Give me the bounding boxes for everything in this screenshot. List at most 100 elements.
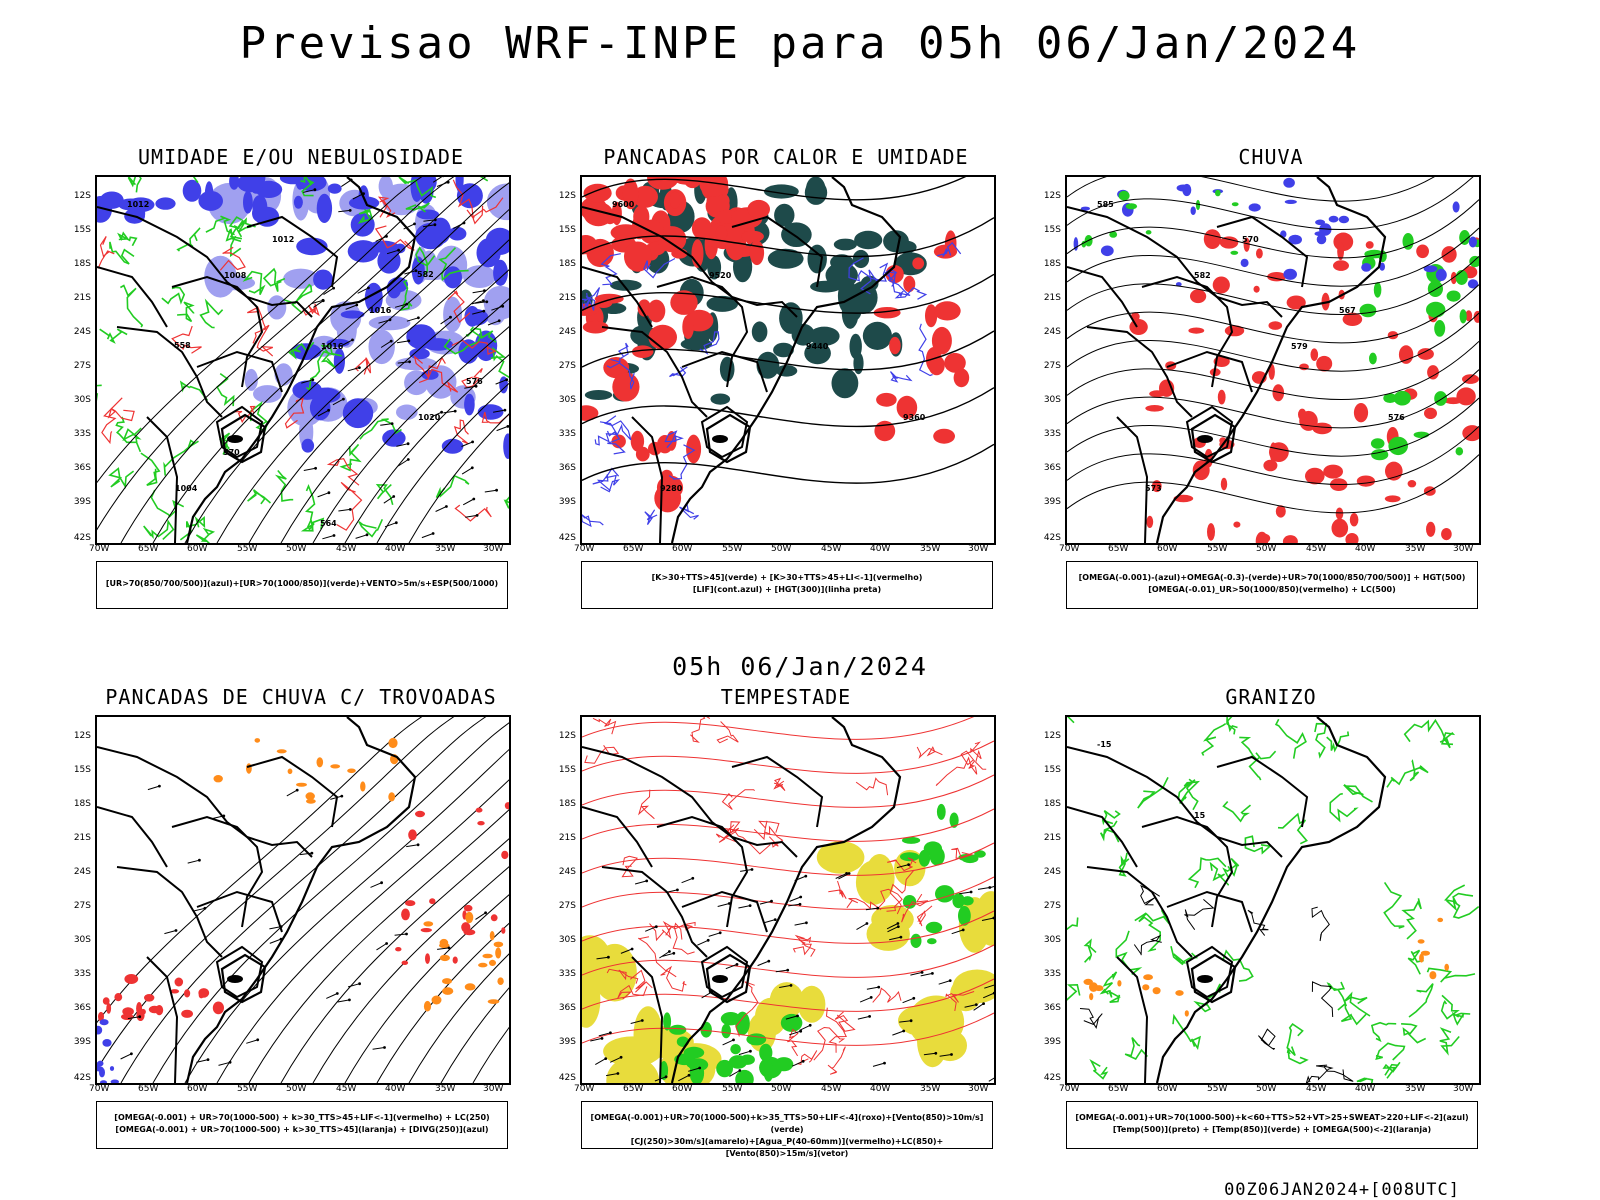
wind-vector (471, 300, 484, 305)
wind-vector-850-head (640, 1019, 644, 1022)
rain-red-area (1255, 531, 1269, 543)
latitude-tick-label: 24S (73, 327, 91, 337)
latitude-tick-label: 36S (1043, 1003, 1061, 1013)
thickness-contour (219, 246, 246, 271)
wind-vector (422, 224, 435, 228)
humidity-mid-blob (493, 259, 508, 286)
wind850-green-area (728, 1055, 748, 1069)
state-border (1166, 890, 1253, 933)
wind-vector-850-head (706, 938, 710, 942)
wind-vector-850 (896, 864, 909, 869)
humidity-low-contour (117, 231, 138, 247)
lif-contour (664, 430, 684, 449)
temp850-contour (1440, 994, 1460, 1020)
longitude-tick-label: 40W (1355, 1084, 1376, 1094)
convection-orange-area (493, 941, 504, 948)
state-border (1141, 815, 1234, 928)
temp850-contour (1383, 881, 1405, 929)
convection-red-area (504, 802, 509, 810)
wind-vector (472, 310, 484, 315)
humidity-850-blob (443, 296, 463, 333)
convection-red-area (212, 1001, 224, 1015)
wind-vector-850 (988, 885, 994, 889)
uruguay-border (220, 953, 267, 1004)
latitude-tick-label: 24S (1043, 327, 1061, 337)
uruguay-border (1190, 953, 1237, 1004)
convection-orange-area (213, 775, 223, 783)
state-border (196, 890, 283, 933)
lc850-contour (582, 944, 994, 978)
wind-vector (303, 467, 316, 471)
coastline (1155, 717, 1387, 1083)
latitude-tick-label: 30S (73, 395, 91, 405)
temp850-contour (1329, 792, 1359, 823)
k-tts-li-red-area (582, 320, 609, 334)
state-border (246, 215, 339, 288)
map-panel: GRANIZO -15 15 12S 15S 18S 21S 24S 27S 30S 33S 36S 3… (1044, 685, 1515, 1175)
temperature-label: 15 (1194, 811, 1206, 820)
k-tts-li-red-area (657, 435, 673, 454)
wind850-green-area (952, 893, 965, 909)
water-vapor-contour (715, 831, 771, 855)
humidity-low-contour (262, 267, 286, 292)
omega-green-area (1426, 301, 1446, 318)
state-border (116, 326, 223, 418)
water-vapor-contour (662, 920, 696, 932)
humidity-850-blob (267, 295, 287, 320)
mid-title: 05h 06/Jan/2024 (672, 652, 928, 681)
wind-vector-850-head (896, 925, 900, 928)
wind-vector-850 (939, 1054, 952, 1057)
omega-green-area (1388, 436, 1408, 456)
wind-vector-head (365, 533, 369, 537)
humidity-low-contour (108, 467, 135, 489)
hgt500-contour (1067, 369, 1479, 429)
rain-red-area (1345, 533, 1359, 543)
latitude-tick-label: 30S (558, 935, 576, 945)
wind-streamline-250 (152, 722, 509, 1083)
convection-red-area (401, 960, 409, 965)
wind-vector-850 (596, 956, 609, 960)
wind-vector-850-head (845, 872, 848, 875)
wind850-green-area (902, 836, 921, 844)
wind-vector-head (311, 378, 315, 382)
longitude-tick-label: 55W (1207, 544, 1228, 554)
latitude-tick-label: 27S (73, 361, 91, 371)
k-tts-green-area (833, 238, 857, 251)
convection-red-area (198, 988, 210, 998)
convection-red-area (501, 850, 509, 860)
lagoon (227, 975, 243, 983)
longitude-tick-label: 70W (89, 1084, 110, 1094)
wind-vector (347, 367, 360, 372)
state-border (601, 866, 708, 958)
water-vapor-contour (787, 1028, 799, 1057)
k-tts-green-area (804, 342, 831, 365)
wind-vector-850-head (931, 972, 934, 975)
wind-vector-250 (406, 844, 419, 848)
wind-vector-head (332, 534, 336, 537)
humidity-mid-blob (198, 190, 223, 211)
thickness-contour (234, 405, 256, 424)
wind-streamline (344, 354, 509, 543)
convection-orange-area (464, 983, 476, 991)
state-border (1141, 275, 1234, 388)
wind-vector (484, 489, 497, 493)
wind-vector-850-head (750, 868, 754, 871)
wind850-green-area (763, 1061, 774, 1082)
convection-orange-area (296, 782, 307, 787)
temp850-contour (1221, 949, 1254, 982)
temp850-contour (1409, 765, 1429, 782)
convection-orange-area (347, 768, 356, 774)
humidity-850-blob (486, 183, 509, 221)
convection-orange-area (305, 792, 315, 801)
wind850-green-area (720, 1012, 741, 1026)
omega-green-area (1125, 203, 1138, 210)
longitude-tick-label: 30W (968, 544, 989, 554)
temp850-contour (1179, 778, 1201, 805)
lif-contour (887, 279, 911, 298)
k-tts-li-red-area (725, 228, 747, 261)
latitude-tick-label: 42S (1043, 533, 1061, 543)
lif-contour (594, 421, 619, 446)
omega-blue-area (1240, 258, 1249, 268)
omega500-orange-area (1437, 917, 1444, 923)
wind-vector-850 (738, 1050, 751, 1056)
